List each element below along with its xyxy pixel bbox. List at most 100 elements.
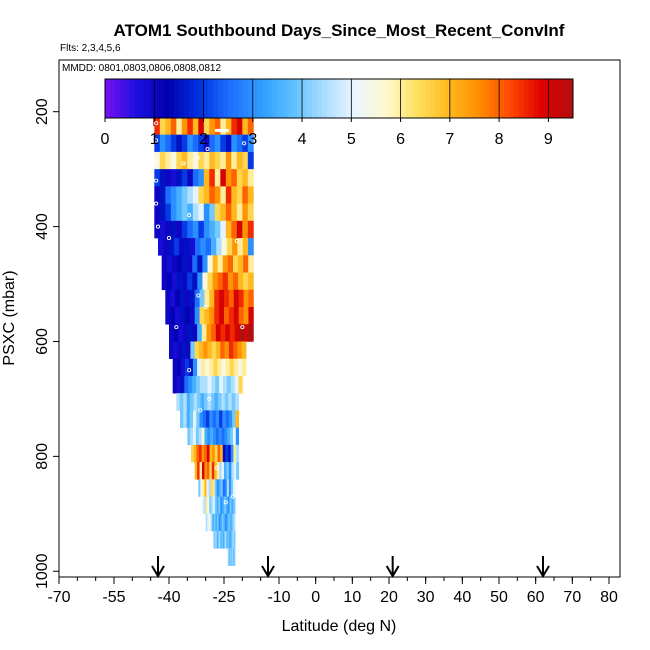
colorbar-swatch [336,79,342,118]
curtain-cell [213,513,216,532]
flight-arrow [261,556,275,578]
curtain-cell [211,375,216,394]
curtain-cell [202,496,205,515]
curtain-cell [238,307,244,325]
curtain-cell [220,444,224,463]
curtain-cell [214,128,229,132]
curtain-cell [235,410,240,428]
curtain-cell [194,289,200,308]
curtain-cell [198,427,202,446]
curtain-cell [213,531,215,549]
curtain-cell [207,427,211,446]
curtain-cell [203,496,207,515]
colorbar-swatch [159,79,165,118]
colorbar-swatch [459,79,466,118]
curtain-cell [211,462,215,480]
curtain-cell [165,151,172,170]
curtain-cell [209,307,215,325]
curtain-cell [176,134,183,153]
curtain-cell [209,134,216,153]
colorbar-swatch [366,79,372,118]
curtain-cell [196,410,200,428]
curtain-cell [247,203,254,222]
curtain-cell [181,341,187,360]
curtain-cell [204,393,208,411]
curtain-cell [187,324,193,342]
curtain-cell [165,134,172,153]
curtain-cell [247,117,254,135]
curtain-cell [175,307,181,325]
curtain-cell [197,393,201,411]
curtain-cell [241,358,247,377]
curtain-cell [169,324,175,342]
colorbar-swatch [267,79,273,118]
curtain-cell [228,444,232,463]
curtain-cell [224,307,230,325]
curtain-cell [176,220,183,239]
curtain-cell [179,238,185,256]
curtain-cell [173,341,178,360]
colorbar-swatch [464,79,471,118]
curtain-cell [233,548,235,566]
curtain-cell [208,513,211,532]
colorbar-swatch [395,79,402,118]
curtain-cell [214,307,220,325]
curtain-cell [203,134,210,153]
curtain-cell [228,462,232,480]
curtain-cell [215,324,221,342]
curtain-cell [181,169,188,187]
curtain-cell [248,238,254,256]
colorbar-swatch [474,79,480,118]
sample-marker [207,396,212,401]
curtain-cell [203,186,210,204]
curtain-cell [170,289,176,308]
colorbar: 0 1 2 3 4 5 6 7 8 9 [101,78,574,148]
curtain-cell [203,375,208,394]
curtain-cell [225,444,229,463]
colorbar-swatch [173,79,180,118]
curtain-cell [205,513,208,532]
curtain-cell [222,496,225,515]
curtain-cell [232,238,238,256]
curtain-cell [198,220,205,239]
curtain-cell [186,410,191,428]
curtain-cell [239,324,245,342]
curtain-cell [214,289,220,308]
curtain-cell [189,289,196,308]
colorbar-swatch [435,79,441,118]
x-tick-label: 70 [563,589,581,606]
curtain-cell [170,134,177,153]
curtain-cell [176,151,183,170]
curtain-cell [225,513,228,532]
x-tick-label: -70 [47,589,70,606]
curtain-cell [159,169,166,187]
curtain-cell [195,238,201,256]
curtain-cell [184,238,191,256]
colorbar-swatch [390,79,397,118]
curtain-cell [212,410,217,428]
curtain-cell [165,186,172,204]
x-tick-label: 10 [343,589,361,606]
curtain-cell [176,117,183,135]
curtain-cell [187,255,193,273]
curtain-cell [224,427,228,446]
curtain-cell [225,531,227,549]
curtain-cell [224,479,228,497]
curtain-cell [203,151,210,170]
curtain-cell [188,358,194,377]
curtain-cell [210,393,215,411]
colorbar-swatch [533,79,540,118]
curtain-cell [233,358,239,377]
curtain-cell [154,220,161,239]
curtain-cell [190,393,195,411]
colorbar-swatch [346,79,352,118]
colorbar-tick-label: 0 [101,131,110,148]
curtain-cell [180,289,186,308]
curtain-cell [212,272,219,291]
curtain-cell [243,289,249,308]
curtain-cell [207,513,210,532]
curtain-cell [238,272,244,291]
curtain-cell [214,393,219,411]
curtain-cell [237,238,244,256]
